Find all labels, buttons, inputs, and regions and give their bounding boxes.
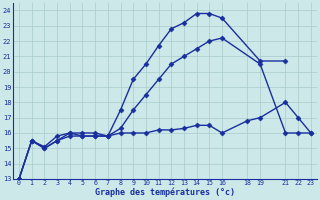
X-axis label: Graphe des températures (°c): Graphe des températures (°c) — [95, 188, 235, 197]
